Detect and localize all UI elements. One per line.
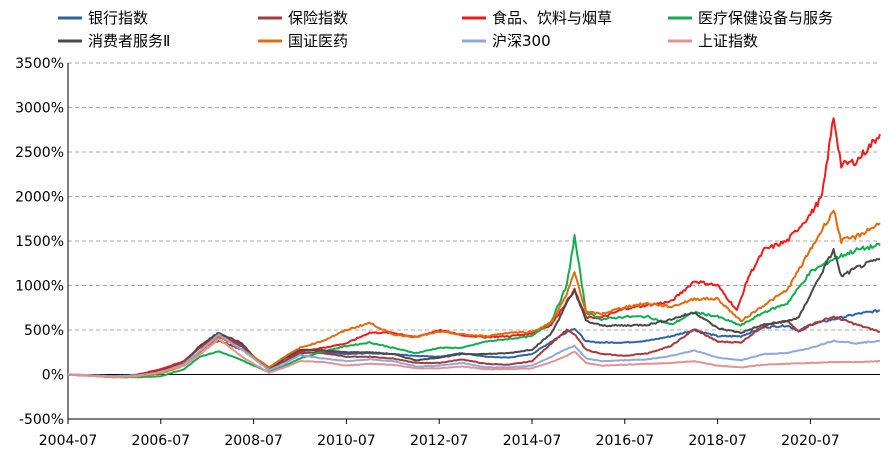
y-tick-label: -500% bbox=[19, 412, 64, 428]
series-line-4 bbox=[67, 248, 881, 378]
y-tick-label: 2500% bbox=[15, 145, 64, 161]
series-line-3 bbox=[68, 234, 881, 379]
series-line-5 bbox=[67, 209, 881, 378]
legend-label: 保险指数 bbox=[288, 9, 348, 27]
x-tick-label: 2008-07 bbox=[224, 433, 283, 449]
series-line-6 bbox=[67, 333, 881, 378]
y-tick-label: 3500% bbox=[15, 56, 64, 72]
y-tick-label: 1000% bbox=[15, 279, 64, 295]
x-tick-label: 2010-07 bbox=[317, 433, 376, 449]
y-tick-label: 1500% bbox=[15, 234, 64, 250]
legend-label: 医疗保健设备与服务 bbox=[698, 9, 833, 27]
legend-label: 上证指数 bbox=[698, 32, 758, 50]
x-tick-label: 2012-07 bbox=[410, 433, 469, 449]
x-tick-label: 2014-07 bbox=[503, 433, 562, 449]
y-axis: -500% 0% 500% 1000% 1500% 2000% 2500% 3000% 3500… bbox=[15, 56, 880, 428]
y-tick-label: 0% bbox=[42, 368, 64, 384]
legend-label: 沪深300 bbox=[492, 32, 551, 50]
x-tick-label: 2020-07 bbox=[781, 433, 840, 449]
series-lines bbox=[67, 117, 881, 379]
legend-label: 消费者服务Ⅱ bbox=[88, 32, 170, 50]
x-tick-label: 2004-07 bbox=[39, 433, 98, 449]
legend-label: 银行指数 bbox=[88, 9, 148, 27]
series-line-2 bbox=[67, 117, 881, 379]
y-tick-label: 3000% bbox=[15, 101, 64, 117]
legend-label: 食品、饮料与烟草 bbox=[492, 9, 612, 27]
legend-label: 国证医药 bbox=[288, 32, 348, 50]
series-line-0 bbox=[68, 309, 881, 378]
x-tick-label: 2006-07 bbox=[132, 433, 191, 449]
x-tick-label: 2016-07 bbox=[596, 433, 655, 449]
y-tick-label: 500% bbox=[24, 323, 64, 339]
series-line-1 bbox=[67, 315, 880, 378]
x-tick-label: 2018-07 bbox=[688, 433, 747, 449]
x-axis: 2004-07 2006-07 2008-07 2010-07 2012-07 2014-… bbox=[39, 418, 880, 449]
y-tick-label: 2000% bbox=[15, 190, 64, 206]
series-line-7 bbox=[67, 337, 881, 379]
